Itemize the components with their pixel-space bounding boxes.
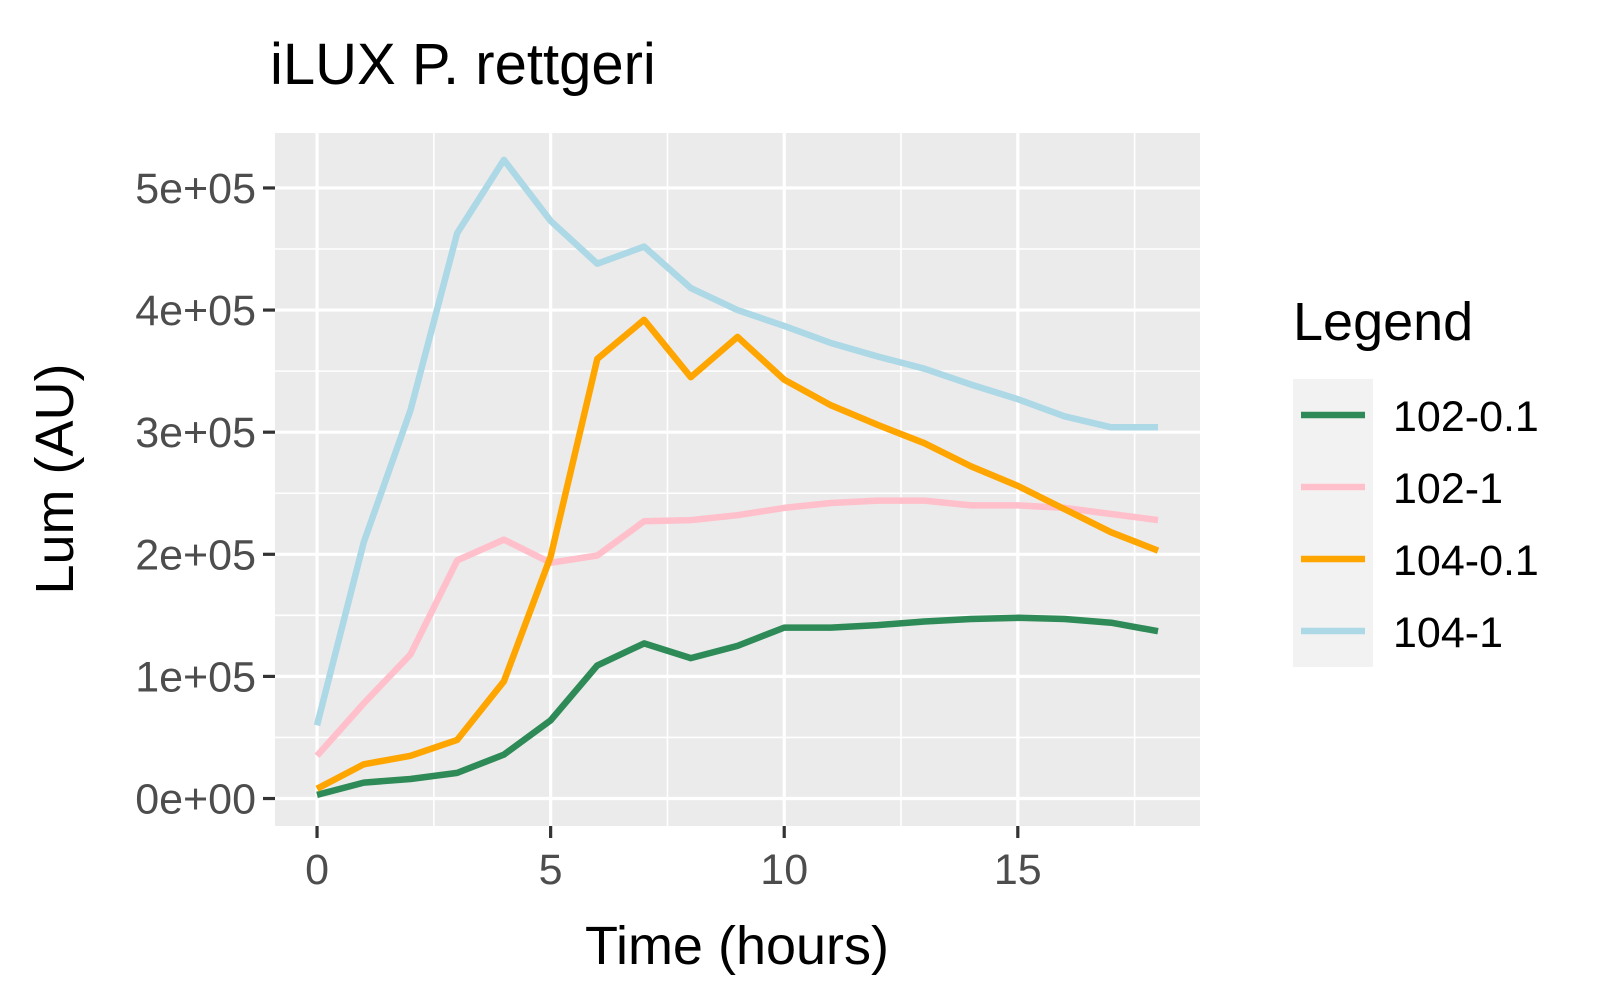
legend: Legend 102-0.1 102-1 104-0.1 104-1 (1293, 292, 1539, 667)
x-tick-label: 0 (305, 846, 329, 894)
legend-label: 104-1 (1393, 609, 1503, 657)
plot-panel (275, 133, 1200, 826)
legend-label: 102-0.1 (1393, 393, 1539, 441)
x-tick-label: 10 (760, 846, 808, 894)
y-tick-label: 3e+05 (135, 409, 256, 457)
series-lines (313, 156, 1160, 799)
x-axis: 0 5 10 15 (305, 826, 1042, 894)
x-tick-label: 5 (539, 846, 563, 894)
legend-label: 102-1 (1393, 465, 1503, 513)
y-tick-label: 2e+05 (135, 531, 256, 579)
series-line-102-0.1 (316, 614, 1159, 799)
x-tick-label: 15 (994, 846, 1042, 894)
legend-key-background (1293, 379, 1373, 667)
x-axis-label: Time (hours) (585, 916, 889, 976)
y-tick-label: 0e+00 (135, 776, 256, 824)
legend-title: Legend (1293, 292, 1473, 352)
legend-items: 102-0.1 102-1 104-0.1 104-1 (1293, 379, 1539, 667)
y-tick-label: 4e+05 (135, 287, 256, 335)
y-tick-label: 1e+05 (135, 653, 256, 701)
y-axis-label: Lum (AU) (25, 363, 85, 594)
series-line-104-0.1 (315, 316, 1160, 792)
series-line-102-1 (314, 497, 1159, 758)
series-line-104-1 (313, 156, 1158, 727)
chart-title: iLUX P. rettgeri (270, 32, 656, 97)
y-tick-label: 5e+05 (135, 165, 256, 213)
legend-label: 104-0.1 (1393, 537, 1539, 585)
y-axis: 0e+00 1e+05 2e+05 3e+05 4e+05 5e+05 (135, 165, 275, 824)
